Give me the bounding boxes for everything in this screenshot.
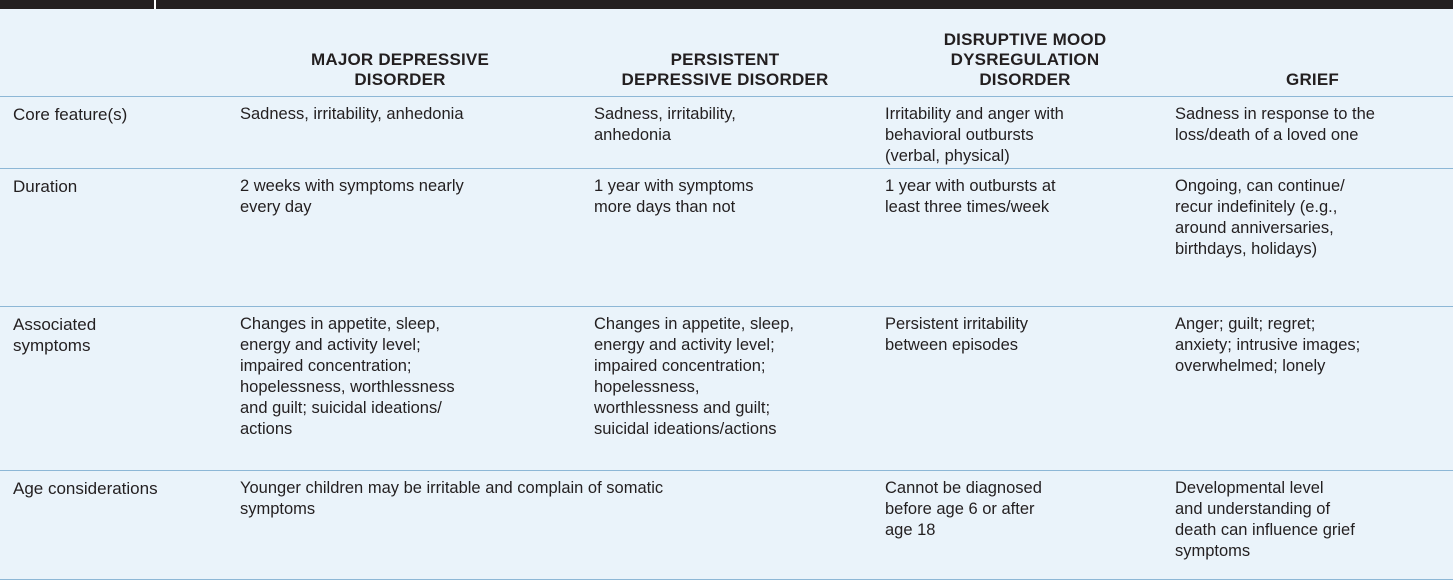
header-persistent-depressive-disorder: PERSISTENT DEPRESSIVE DISORDER	[621, 50, 829, 89]
top-rule-tab	[0, 0, 156, 9]
row-label-associated-symptoms: Associated symptoms	[13, 315, 97, 355]
cell-duration-grief: Ongoing, can continue/ recur indefinitel…	[1175, 177, 1345, 258]
cell-age-dmdd: Cannot be diagnosed before age 6 or afte…	[885, 479, 1042, 539]
cell-core-grief: Sadness in response to the loss/death of…	[1175, 105, 1375, 144]
cell-age-mdd-pdd-merged: Younger children may be irritable and co…	[240, 479, 664, 518]
row-label-core-features: Core feature(s)	[13, 105, 128, 124]
cell-duration-pdd: 1 year with symptoms more days than not	[594, 177, 754, 216]
cell-duration-mdd: 2 weeks with symptoms nearly every day	[240, 177, 464, 216]
row-label-duration: Duration	[13, 177, 78, 196]
table-header-row: MAJOR DEPRESSIVE DISORDER PERSISTENT DEP…	[0, 9, 1453, 97]
top-rule	[0, 0, 1453, 9]
cell-assoc-grief: Anger; guilt; regret; anxiety; intrusive…	[1175, 315, 1361, 375]
cell-assoc-mdd: Changes in appetite, sleep, energy and a…	[240, 315, 455, 438]
cell-core-dmdd: Irritability and anger with behavioral o…	[885, 105, 1064, 165]
header-grief: GRIEF	[1286, 70, 1339, 89]
cell-age-grief: Developmental level and understanding of…	[1175, 479, 1355, 560]
table-row-age-considerations: Age considerations Younger children may …	[0, 470, 1453, 580]
table-row-associated-symptoms: Associated symptoms Changes in appetite,…	[0, 306, 1453, 471]
comparison-table: MAJOR DEPRESSIVE DISORDER PERSISTENT DEP…	[0, 9, 1453, 580]
row-label-age-considerations: Age considerations	[13, 479, 158, 498]
header-major-depressive-disorder: MAJOR DEPRESSIVE DISORDER	[311, 50, 489, 89]
table-row-core-features: Core feature(s) Sadness, irritability, a…	[0, 96, 1453, 169]
cell-duration-dmdd: 1 year with outbursts at least three tim…	[885, 177, 1056, 216]
cell-assoc-pdd: Changes in appetite, sleep, energy and a…	[594, 315, 794, 438]
header-disruptive-mood-dysregulation-disorder: DISRUPTIVE MOOD DYSREGULATION DISORDER	[943, 30, 1107, 89]
cell-core-mdd: Sadness, irritability, anhedonia	[240, 105, 464, 123]
table-row-duration: Duration 2 weeks with symptoms nearly ev…	[0, 168, 1453, 307]
cell-core-pdd: Sadness, irritability, anhedonia	[594, 105, 736, 144]
cell-assoc-dmdd: Persistent irritability between episodes	[885, 315, 1029, 354]
